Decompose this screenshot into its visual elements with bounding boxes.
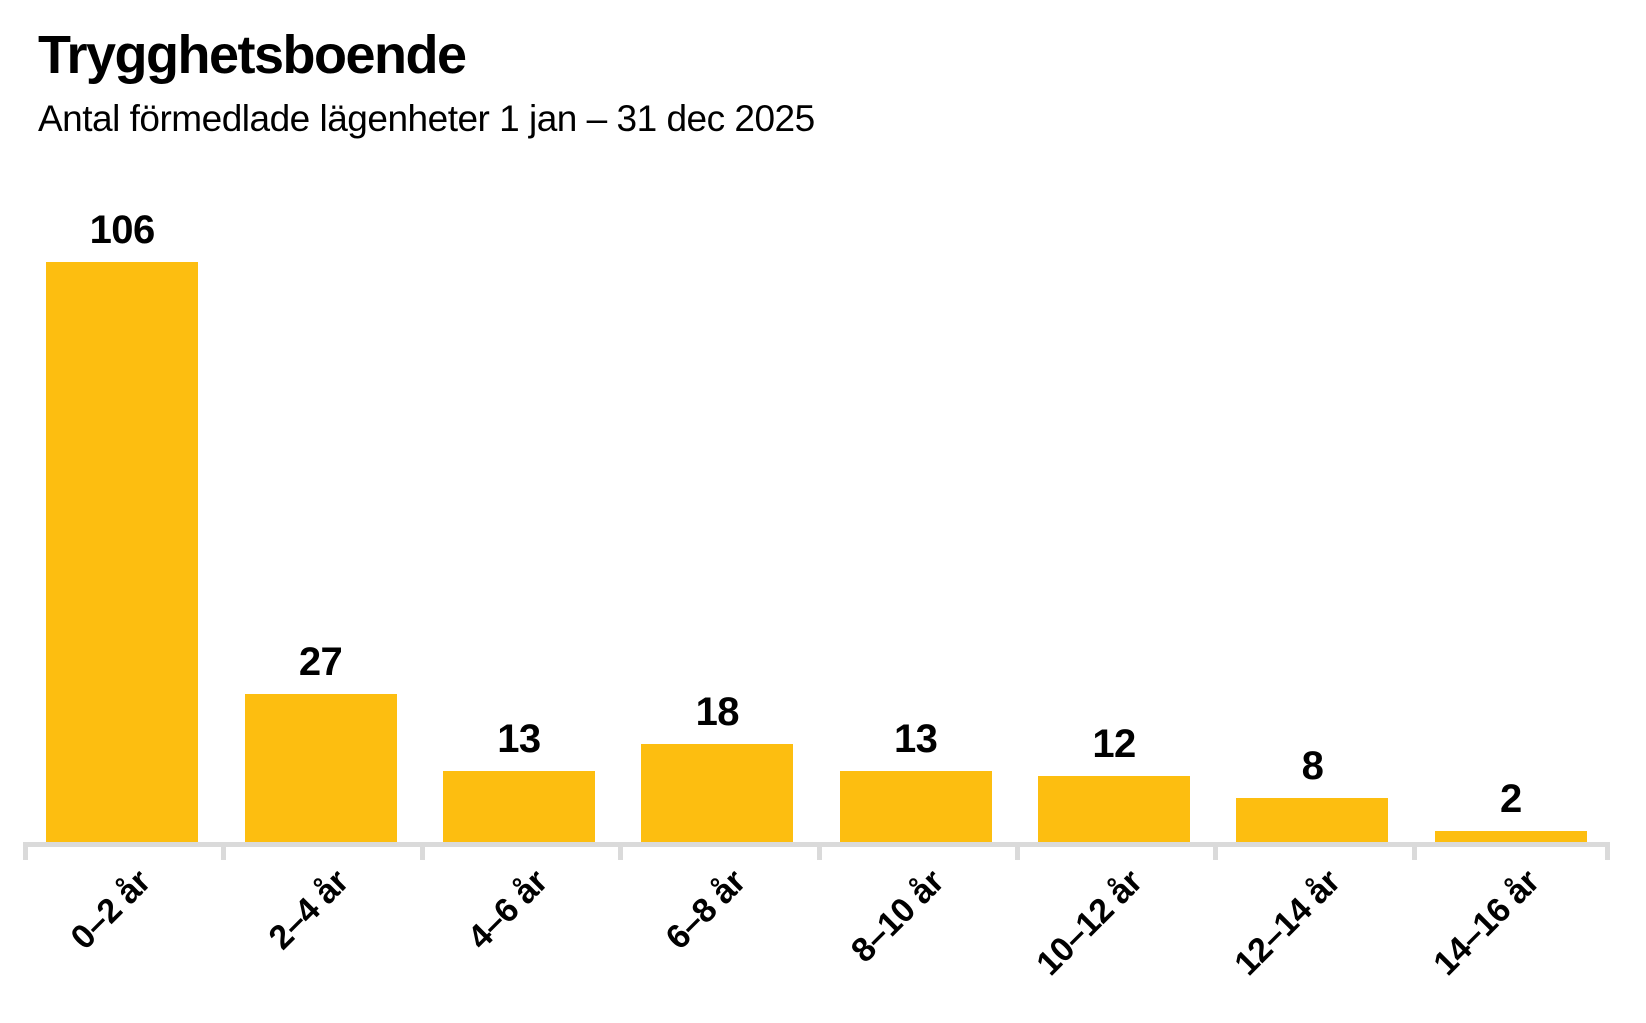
bar-value-label: 12 [1092, 722, 1136, 766]
bar [1038, 776, 1191, 842]
x-axis-label: 8–10 år [843, 862, 952, 970]
x-axis-tick [23, 846, 28, 860]
x-axis-label: 14–16 år [1425, 862, 1547, 983]
bar [46, 262, 199, 842]
chart-title: Trygghetsboende [38, 25, 467, 85]
bar [244, 694, 397, 842]
bar-value-label: 13 [893, 717, 938, 761]
x-axis-tick [1411, 846, 1417, 860]
x-axis-tick [419, 846, 425, 860]
bar-value-label: 27 [298, 640, 343, 684]
bar-value-label: 2 [1499, 777, 1522, 821]
x-axis-tick [221, 846, 227, 860]
x-axis-label: 2–4 år [261, 862, 357, 957]
x-axis-tick [1213, 846, 1219, 860]
bar-value-label: 8 [1301, 744, 1324, 788]
bar-value-label: 18 [695, 690, 740, 734]
bar [442, 771, 595, 842]
x-axis-label: 0–2 år [63, 862, 158, 957]
bar [839, 771, 992, 842]
chart-subtitle: Antal förmedlade lägenheter 1 jan – 31 d… [38, 98, 815, 139]
bar-value-label: 106 [89, 208, 156, 252]
bar [1236, 798, 1389, 842]
bar [1434, 831, 1587, 842]
x-axis-label: 10–12 år [1029, 862, 1150, 983]
x-axis-tick [1014, 846, 1020, 860]
x-axis-tick [1605, 846, 1610, 860]
x-axis-tick [816, 846, 822, 860]
x-axis-line [23, 842, 1610, 847]
x-axis-label: 12–14 år [1227, 862, 1348, 983]
bar-value-label: 13 [497, 717, 541, 761]
x-axis-label: 6–8 år [658, 862, 753, 957]
x-axis-tick [618, 846, 624, 860]
x-axis-label: 4–6 år [460, 862, 555, 957]
bar [641, 744, 794, 842]
